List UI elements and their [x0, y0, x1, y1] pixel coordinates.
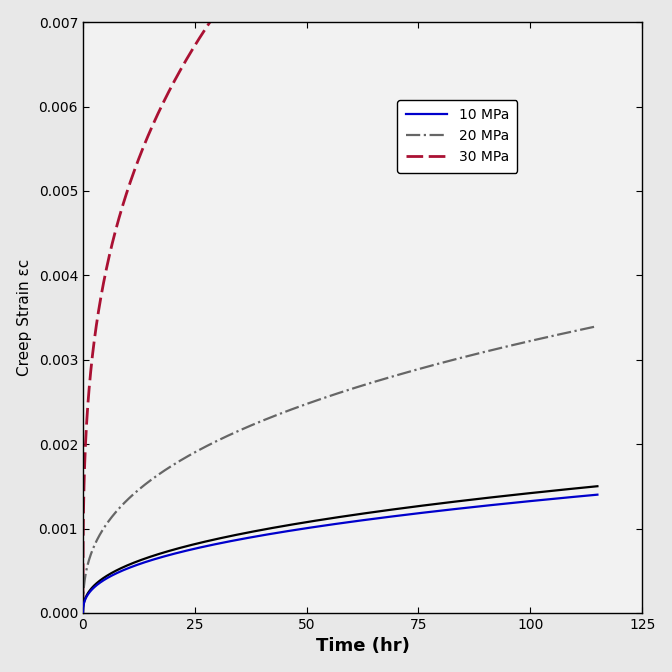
- Legend: 10 MPa, 20 MPa, 30 MPa: 10 MPa, 20 MPa, 30 MPa: [397, 100, 517, 173]
- Line: 30 MPa: 30 MPa: [83, 0, 597, 602]
- 10 MPa: [138, 559, 146, 567]
- 20 MPa: [298, 401, 306, 409]
- 10 MPa: [528, 497, 536, 505]
- Y-axis label: Creep Strain εc: Creep Strain εc: [17, 259, 32, 376]
- 10 MPa: [593, 491, 601, 499]
- 20 MPa: [583, 325, 591, 333]
- 20 MPa: [593, 322, 601, 330]
- 20 MPa: [276, 410, 284, 418]
- 10 MPa: [168, 550, 176, 558]
- 20 MPa: [138, 483, 146, 491]
- 30 MPa: [79, 598, 87, 606]
- X-axis label: Time (hr): Time (hr): [316, 637, 409, 655]
- 10 MPa: [583, 492, 591, 500]
- Line: 10 MPa: 10 MPa: [83, 495, 597, 612]
- 20 MPa: [79, 607, 87, 616]
- 30 MPa: [138, 147, 146, 155]
- 20 MPa: [528, 337, 536, 345]
- 20 MPa: [168, 462, 176, 470]
- 10 MPa: [276, 528, 284, 536]
- Line: 20 MPa: 20 MPa: [83, 326, 597, 612]
- 10 MPa: [298, 525, 306, 533]
- 30 MPa: [168, 81, 176, 89]
- 10 MPa: [79, 608, 87, 616]
